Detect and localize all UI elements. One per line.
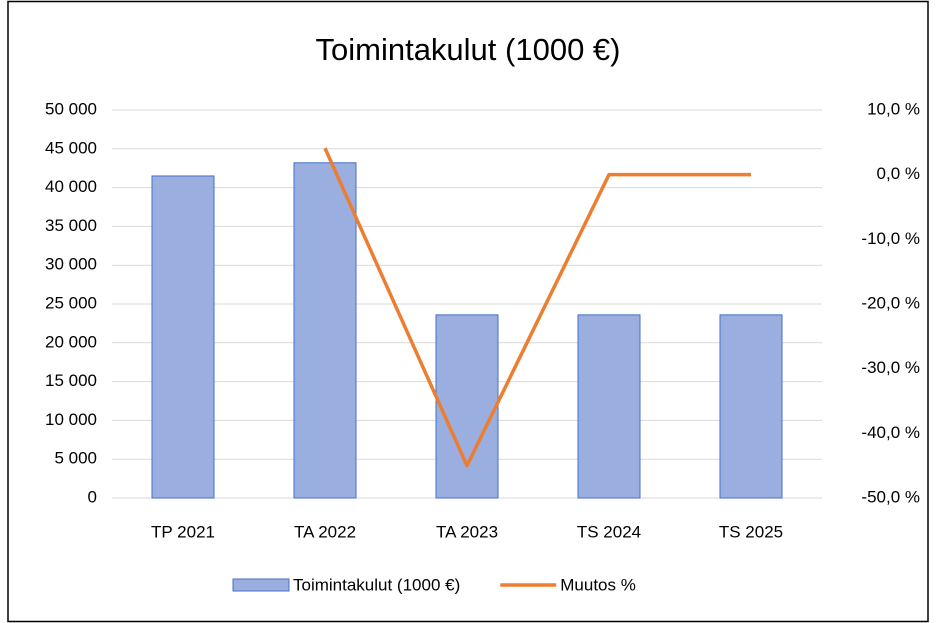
legend-label: Toimintakulut (1000 €) <box>293 575 460 594</box>
y-tick-label: 45 000 <box>45 138 97 157</box>
line <box>323 147 751 468</box>
x-tick-label: TP 2021 <box>151 522 215 541</box>
bar <box>719 314 783 499</box>
y2-tick-label: -40,0 % <box>861 423 920 442</box>
bar <box>577 314 641 499</box>
y-tick-label: 40 000 <box>45 177 97 196</box>
chart-title: Toimintakulut (1000 €) <box>316 32 621 67</box>
legend-swatch <box>232 578 290 592</box>
y2-tick-label: 10,0 % <box>867 99 920 118</box>
y-tick-label: 10 000 <box>45 410 97 429</box>
y2-tick-label: -50,0 % <box>861 487 920 506</box>
bar <box>293 162 357 499</box>
bar <box>435 314 499 499</box>
y-tick-label: 50 000 <box>45 99 97 118</box>
x-tick-label: TS 2024 <box>577 522 641 541</box>
y2-tick-label: -10,0 % <box>861 229 920 248</box>
y-tick-label: 0 <box>88 487 97 506</box>
y-tick-label: 15 000 <box>45 371 97 390</box>
x-tick-label: TA 2023 <box>436 522 498 541</box>
legend-label: Muutos % <box>560 575 636 594</box>
x-tick-label: TA 2022 <box>294 522 356 541</box>
y-tick-label: 30 000 <box>45 255 97 274</box>
y2-tick-label: -20,0 % <box>861 293 920 312</box>
x-tick-label: TS 2025 <box>719 522 783 541</box>
bar <box>151 175 215 499</box>
y-tick-label: 25 000 <box>45 293 97 312</box>
y-tick-label: 20 000 <box>45 332 97 351</box>
y-tick-label: 5 000 <box>54 449 97 468</box>
y2-tick-label: 0,0 % <box>877 164 920 183</box>
y-tick-label: 35 000 <box>45 216 97 235</box>
y2-tick-label: -30,0 % <box>861 358 920 377</box>
